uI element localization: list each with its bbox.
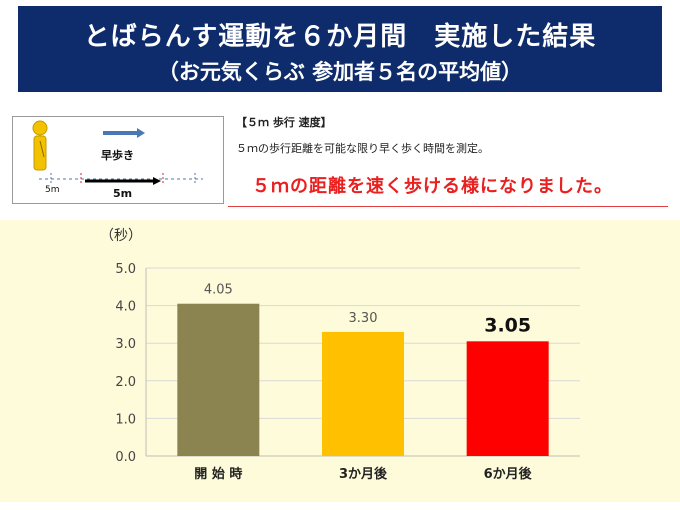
distance-label: 5m	[113, 187, 133, 200]
x-tick-label: 6か月後	[484, 466, 533, 482]
chart-area: （秒） 0.0 1.0 2.0 3.0 4.0 5.0 4.05 開 始 時 3.30 3か月後 3.…	[0, 220, 680, 502]
x-tick-label: 開 始 時	[194, 466, 242, 482]
start-label: 5m	[45, 185, 60, 195]
test-description: ５ｍの歩行距離を可能な限り早く歩く時間を測定。	[236, 142, 489, 155]
data-label: 4.05	[204, 283, 233, 298]
bar	[177, 303, 260, 456]
test-info: 【５ｍ 歩行 速度】 ５ｍの歩行距離を可能な限り早く歩く時間を測定。	[236, 114, 489, 156]
result-underline	[228, 206, 668, 207]
data-label: 3.30	[349, 311, 378, 326]
person-icon	[32, 120, 48, 171]
walk-diagram-svg	[32, 120, 203, 185]
walk-test-diagram: 早歩き 5m 5m	[12, 116, 224, 204]
bar	[466, 341, 549, 456]
distance-arrow-icon	[85, 177, 161, 185]
y-tick-label: 4.0	[115, 300, 136, 315]
bar-chart: （秒） 0.0 1.0 2.0 3.0 4.0 5.0 4.05 開 始 時 3.30 3か月後 3.…	[100, 228, 580, 482]
data-label: 3.05	[484, 314, 531, 336]
page-title: とばらんす運動を６か月間 実施した結果	[83, 22, 597, 52]
y-tick-label: 1.0	[115, 412, 136, 427]
bar	[322, 331, 404, 456]
y-tick-label: 3.0	[115, 337, 136, 352]
walk-label: 早歩き	[101, 149, 134, 162]
y-axis-label: （秒）	[100, 228, 142, 244]
speed-arrow-icon	[103, 128, 145, 138]
title-banner: とばらんす運動を６か月間 実施した結果 （お元気くらぶ 参加者５名の平均値）	[18, 6, 662, 92]
page-subtitle: （お元気くらぶ 参加者５名の平均値）	[157, 60, 523, 84]
x-tick-label: 3か月後	[339, 466, 388, 482]
test-heading: 【５ｍ 歩行 速度】	[236, 116, 332, 129]
y-tick-label: 2.0	[115, 375, 136, 390]
result-text: ５ｍの距離を速く歩ける様になりました。	[252, 176, 613, 197]
y-tick-label: 0.0	[115, 450, 136, 465]
y-tick-label: 5.0	[115, 262, 136, 277]
